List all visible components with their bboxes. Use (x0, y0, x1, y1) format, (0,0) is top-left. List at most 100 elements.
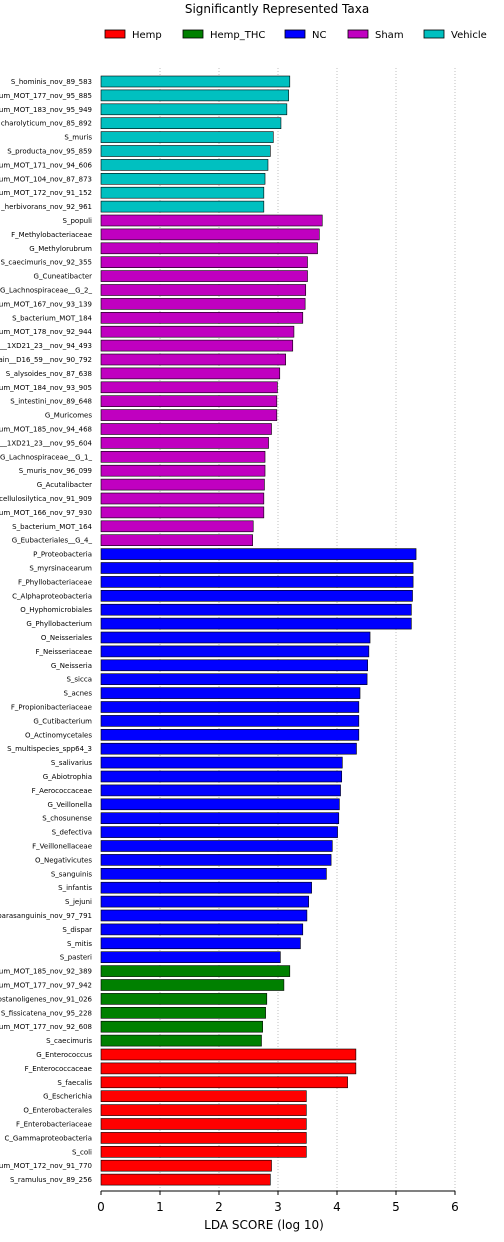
bar-ostanoligenes_nov_91_026 (100, 993, 268, 1005)
category-label: G_Escherichia (43, 1093, 92, 1101)
category-label: S_caecimuris_nov_92_355 (0, 259, 92, 267)
category-label: F_Enterobacteriaceae (16, 1121, 92, 1129)
bar-_herbivorans_nov_92_961 (100, 200, 265, 213)
bar-S_populi (100, 214, 323, 227)
legend-label-hemp: Hemp (132, 30, 162, 41)
category-label: um_MOT_178_nov_92_944 (0, 328, 93, 336)
bar-G_Methylorubrum (100, 242, 318, 255)
category-label: G_Acutalibacter (37, 481, 92, 489)
bar-S_producta_nov_95_859 (100, 145, 271, 157)
bar-parasanguinis_nov_97_791 (100, 909, 308, 922)
category-label: S_coli (72, 1148, 92, 1156)
legend-swatch-hemp-thc (182, 29, 204, 39)
bar-um_MOT_171_nov_94_606 (100, 159, 269, 171)
category-label: charolyticum_nov_85_892 (1, 120, 92, 128)
category-label: S_intestini_nov_89_648 (10, 398, 92, 406)
bar-G_Muricomes (100, 409, 278, 421)
bar-um_MOT_183_nov_95_949 (100, 103, 288, 116)
bar-F_Veillonellaceae (100, 840, 333, 852)
category-label: um_MOT_177_nov_97_942 (0, 982, 92, 990)
bar-S_intestini_nov_89_648 (100, 395, 278, 408)
category-label: G_Cuneatibacter (34, 273, 93, 281)
bar-G_Abiotrophia (100, 770, 343, 783)
bar-S_bacterium_MOT_184 (100, 311, 304, 324)
bar-S_salivarius (100, 756, 343, 769)
category-label: um_MOT_177_nov_95_885 (0, 92, 92, 100)
category-label: S_bacterium_MOT_164 (12, 523, 92, 531)
category-label: S_acnes (64, 690, 93, 698)
category-label: F_Methylobacteriaceae (11, 231, 92, 239)
bar-um_MOT_177_nov_92_608 (100, 1020, 263, 1033)
bar-um_MOT_185_nov_92_389 (100, 965, 291, 977)
bar-G_Eubacteriales__G_4_ (100, 534, 253, 547)
bar-um_MOT_177_nov_95_885 (100, 89, 289, 102)
category-label: S_jejuni (65, 898, 92, 906)
bar-charolyticum_nov_85_892 (100, 117, 282, 129)
x-tick-label: 4 (333, 1200, 341, 1214)
category-label: S_dispar (62, 926, 92, 934)
bar-G_Cutibacterium (100, 715, 360, 727)
category-label: um_MOT_171_nov_94_606 (0, 161, 93, 169)
bar-P_Proteobacteria (100, 548, 417, 560)
bar-G_Lachnospiraceae__G_2_ (100, 284, 307, 296)
category-label: G_Enterococcus (36, 1051, 92, 1059)
bar-C_Gammaproteobacteria (100, 1132, 307, 1144)
category-label: S_sicca (66, 676, 92, 684)
bar-F_Phyllobacteriaceae (100, 576, 414, 588)
bar-C_Alphaproteobacteria (100, 589, 413, 602)
category-label: S_faecalis (57, 1079, 92, 1087)
category-label: um_MOT_184_nov_93_905 (0, 384, 92, 392)
x-tick-label: 1 (156, 1200, 164, 1214)
bar-S_muris (100, 131, 274, 143)
x-tick-label: 5 (392, 1200, 400, 1214)
x-axis: 0 1 2 3 4 5 6 (97, 1190, 459, 1214)
category-label: F_Aerococcaceae (32, 787, 92, 795)
bar-F_Aerococcaceae (100, 784, 341, 797)
bar-ain__D16_59__nov_90_792 (100, 353, 286, 366)
category-label: S_defectiva (52, 829, 92, 837)
category-label: S_fissicatena_nov_95_228 (1, 1009, 92, 1017)
category-label: S_sanguinis (51, 870, 93, 878)
category-labels: S_hominis_nov_89_583 um_MOT_177_nov_95_88… (0, 78, 93, 1184)
category-label: O_Neisseriales (41, 634, 92, 642)
category-label: um_MOT_183_nov_95_949 (0, 106, 92, 114)
legend-swatch-nc (284, 29, 306, 39)
category-label: G_Phyllobacterium (26, 620, 92, 628)
category-label: _herbivorans_nov_92_961 (0, 203, 92, 211)
category-label: S_ramulus_nov_89_256 (10, 1176, 93, 1184)
legend-label-vehicle: Vehicle (451, 30, 487, 41)
bar-um_MOT_184_nov_93_905 (100, 381, 278, 394)
bar-__1XD21_23__nov_95_604 (100, 437, 269, 449)
bar-S_hominis_nov_89_583 (100, 75, 291, 88)
category-label: um_MOT_185_nov_92_389 (0, 968, 92, 976)
category-label: um_MOT_185_nov_94_468 (0, 426, 92, 434)
category-label: ostanoligenes_nov_91_026 (0, 995, 93, 1003)
bar-F_Enterobacteriaceae (100, 1118, 307, 1130)
bar-S_sicca (100, 673, 368, 686)
bar-S_pasteri (100, 951, 281, 964)
category-label: parasanguinis_nov_97_791 (0, 912, 92, 920)
category-label: um_MOT_177_nov_92_608 (0, 1023, 92, 1031)
category-label: S_populi (63, 217, 92, 225)
bar-S_caecimuris (100, 1034, 262, 1047)
bar-G_Neisseria (100, 659, 368, 672)
category-label: O_Actinomycetales (25, 731, 92, 739)
bar-S_mitis (100, 937, 301, 950)
bar-cellulosilytica_nov_91_909 (100, 492, 265, 505)
category-label: F_Veillonellaceae (32, 843, 92, 851)
legend-label-nc: NC (312, 30, 326, 41)
category-label: G_Cutibacterium (33, 717, 92, 725)
bar-S_faecalis (100, 1076, 348, 1089)
category-label: S_salivarius (51, 759, 92, 767)
category-label: G_Veillonella (47, 801, 92, 809)
bar-um_MOT_166_nov_97_930 (100, 506, 265, 519)
category-label: F_Phyllobacteriaceae (18, 578, 92, 586)
category-label: S_pasteri (60, 954, 92, 962)
category-label: O_Negativicutes (35, 856, 92, 864)
category-label: G_Lachnospiraceae__G_1_ (0, 453, 92, 461)
category-label: S_myrsinacearum (29, 565, 92, 573)
bar-S_muris_nov_96_099 (100, 464, 266, 477)
category-label: um_MOT_166_nov_97_930 (0, 509, 92, 517)
bar-S_ramulus_nov_89_256 (100, 1173, 271, 1186)
